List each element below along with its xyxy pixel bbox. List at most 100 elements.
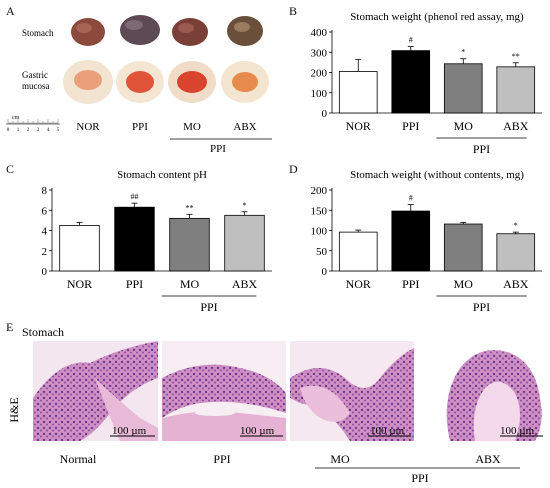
row-label-stomach: Stomach bbox=[22, 28, 54, 38]
ruler-tick-label: 4 bbox=[47, 128, 50, 133]
category-label-abx: ABX bbox=[503, 277, 529, 291]
ruler-tick-label: 2 bbox=[27, 128, 30, 133]
category-label-abx: ABX bbox=[232, 277, 258, 291]
mucosa-photo-abx bbox=[221, 61, 269, 103]
panel-letter-c: C bbox=[6, 162, 15, 176]
category-label-nor: NOR bbox=[346, 277, 371, 291]
histology-image-ppi: 100 µm bbox=[162, 341, 286, 441]
bar-nor bbox=[338, 231, 378, 272]
scale-bar-normal: 100 µm bbox=[112, 425, 147, 437]
chart-title: Stomach weight (phenol red assay, mg) bbox=[350, 11, 524, 23]
category-label-ppi: PPI bbox=[402, 119, 419, 133]
caption-ppi: PPI bbox=[213, 452, 230, 466]
y-tick-label: 100 bbox=[311, 226, 328, 238]
bar-ppi bbox=[391, 210, 431, 272]
significance-mark: # bbox=[409, 194, 413, 203]
bar-abx bbox=[496, 66, 536, 114]
category-label-ppi: PPI bbox=[402, 277, 419, 291]
panel-letter-e: E bbox=[6, 320, 14, 334]
significance-mark: * bbox=[243, 201, 247, 210]
y-tick-label: 0 bbox=[322, 108, 328, 120]
bar-abx bbox=[224, 214, 265, 272]
histology-image-mo: 100 µm bbox=[290, 341, 414, 441]
ruler-tick-label: 0 bbox=[7, 128, 10, 133]
panel-letter-a: A bbox=[6, 4, 15, 18]
bar-nor bbox=[59, 225, 100, 272]
bar-mo bbox=[169, 217, 210, 272]
ruler-tick-label: 3 bbox=[37, 128, 40, 133]
group-label-abx: ABX bbox=[233, 121, 256, 133]
ruler-tick-label: 1 bbox=[17, 128, 20, 133]
scale-bar-ppi: 100 µm bbox=[240, 425, 275, 437]
y-tick-label: 4 bbox=[42, 226, 48, 238]
mucosa-photo-mo bbox=[168, 61, 216, 103]
y-tick-label: 0 bbox=[42, 266, 48, 278]
chart-stomach-weight-no-contents: Stomach weight (without contents, mg) 0 50… bbox=[311, 169, 542, 314]
bar-nor bbox=[338, 71, 378, 114]
stomach-photo-nor bbox=[71, 18, 105, 46]
significance-mark: ** bbox=[186, 203, 194, 212]
y-tick-label: 50 bbox=[316, 246, 328, 258]
y-tick-label: 200 bbox=[311, 185, 328, 197]
stomach-photo-abx bbox=[227, 16, 263, 46]
category-label-nor: NOR bbox=[67, 277, 92, 291]
bar-mo bbox=[443, 63, 483, 114]
panel-letter-d: D bbox=[289, 162, 298, 176]
caption-normal: Normal bbox=[60, 452, 97, 466]
y-tick-label: 150 bbox=[311, 205, 328, 217]
ppi-bracket-label: PPI bbox=[210, 143, 226, 155]
panel-letter-b: B bbox=[289, 4, 298, 18]
category-label-nor: NOR bbox=[346, 119, 371, 133]
ppi-bracket-label-e: PPI bbox=[411, 471, 428, 485]
caption-mo: MO bbox=[330, 452, 350, 466]
y-tick-label: 2 bbox=[42, 246, 48, 258]
bar-abx bbox=[496, 233, 536, 272]
y-tick-label: 0 bbox=[322, 266, 328, 278]
category-label-ppi: PPI bbox=[126, 277, 143, 291]
mucosa-photo-nor bbox=[63, 60, 113, 104]
stomach-photo-mo bbox=[172, 18, 208, 46]
chart-title: Stomach weight (without contents, mg) bbox=[350, 169, 524, 181]
y-tick-label: 6 bbox=[42, 205, 48, 217]
category-label-abx: ABX bbox=[503, 119, 529, 133]
caption-abx: ABX bbox=[475, 452, 501, 466]
bar-mo bbox=[443, 223, 483, 272]
mucosa-photo-ppi bbox=[116, 61, 164, 103]
group-label-mo: MO bbox=[183, 121, 201, 133]
histology-image-abx: 100 µm bbox=[420, 341, 545, 441]
category-label-mo: MO bbox=[180, 277, 200, 291]
y-tick-label: 200 bbox=[311, 68, 328, 80]
panel-e-histology: Stomach H&E 100 µm 100 µm 100 µm 100 µm … bbox=[7, 325, 545, 485]
scale-bar-abx: 100 µm bbox=[500, 425, 535, 437]
chart-title: Stomach content pH bbox=[117, 169, 207, 181]
stain-label: H&E bbox=[7, 397, 21, 422]
y-tick-label: 300 bbox=[311, 47, 328, 59]
y-tick-label: 8 bbox=[42, 185, 48, 197]
scale-bar-mo: 100 µm bbox=[370, 425, 405, 437]
significance-mark: ## bbox=[131, 192, 139, 201]
row-label-gastric: Gastric mucosa bbox=[22, 70, 50, 91]
histology-image-normal: 100 µm bbox=[33, 341, 158, 441]
significance-mark: # bbox=[409, 36, 413, 45]
stomach-photo-ppi bbox=[120, 15, 160, 45]
bar-ppi bbox=[391, 50, 431, 114]
ppi-bracket-label: PPI bbox=[473, 142, 490, 156]
significance-mark: * bbox=[461, 48, 465, 57]
ppi-bracket-label: PPI bbox=[200, 300, 217, 314]
chart-stomach-ph: Stomach content pH 0 2 4 6 8 NOR ## PPI ** MO * ABX P… bbox=[42, 169, 272, 314]
significance-mark: ** bbox=[512, 52, 520, 61]
group-label-nor: NOR bbox=[76, 121, 100, 133]
ppi-bracket-label: PPI bbox=[473, 300, 490, 314]
ruler-unit: cm bbox=[12, 115, 20, 121]
significance-mark: * bbox=[514, 221, 518, 230]
chart-stomach-weight-phenol: Stomach weight (phenol red assay, mg) 0 10… bbox=[311, 11, 542, 156]
bar-ppi bbox=[114, 206, 155, 272]
group-label-ppi: PPI bbox=[132, 121, 148, 133]
cm-ruler: cm 0 1 2 3 4 5 bbox=[6, 115, 60, 133]
category-label-mo: MO bbox=[454, 277, 474, 291]
category-label-mo: MO bbox=[454, 119, 474, 133]
histology-title: Stomach bbox=[22, 325, 64, 339]
y-tick-label: 400 bbox=[311, 27, 328, 39]
y-tick-label: 100 bbox=[311, 88, 328, 100]
